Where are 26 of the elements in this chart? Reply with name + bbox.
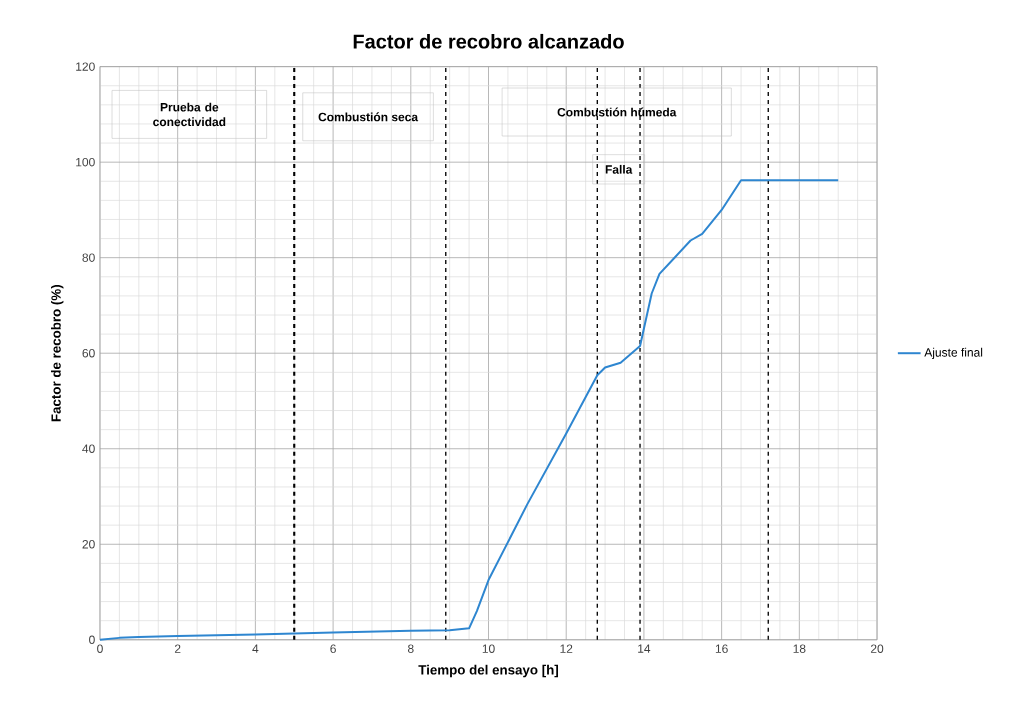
x-tick-label: 14 <box>638 644 651 653</box>
x-tick-label: 10 <box>482 644 495 653</box>
x-tick-label: 8 <box>407 644 414 653</box>
annotation: Combustión húmeda <box>557 107 677 117</box>
x-tick-label: 4 <box>252 644 259 653</box>
x-tick-label: 16 <box>715 644 728 653</box>
x-tick-label: 0 <box>97 644 103 653</box>
x-axis-title: Tiempo del ensayo [h] <box>418 664 558 678</box>
y-tick-label: 100 <box>76 157 95 167</box>
y-tick-label: 0 <box>89 635 95 644</box>
y-axis-title: Factor de recobro (%) <box>51 284 64 421</box>
y-tick-label: 80 <box>82 253 95 262</box>
y-tick-label: 20 <box>82 539 95 549</box>
legend-label: Ajuste final <box>924 347 983 359</box>
annotation: Falla <box>605 164 633 174</box>
x-tick-label: 18 <box>793 644 806 653</box>
chart-title: Factor de recobro alcanzado <box>353 33 624 49</box>
x-tick-label: 6 <box>330 644 336 653</box>
x-tick-label: 20 <box>870 644 884 653</box>
x-tick-label: 2 <box>174 644 181 653</box>
y-tick-label: 60 <box>82 348 95 358</box>
x-tick-label: 12 <box>560 644 573 653</box>
annotation: Combustión seca <box>318 112 419 122</box>
annotation: Prueba de conectividad <box>153 102 226 126</box>
y-tick-label: 120 <box>76 62 95 71</box>
y-tick-label: 40 <box>82 444 95 453</box>
